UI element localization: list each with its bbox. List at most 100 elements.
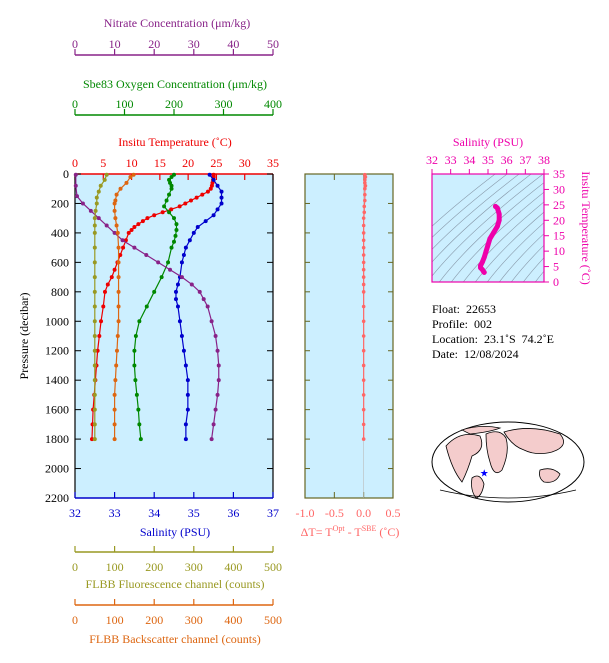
delta-title-mid: - T xyxy=(345,525,363,539)
oxygen-point xyxy=(168,180,173,185)
delta-point xyxy=(363,181,367,185)
ts-y-tick-label: 30 xyxy=(553,182,565,196)
nitrate-tick-label: 0 xyxy=(72,37,78,51)
ts-y-tick-label: 20 xyxy=(553,213,565,227)
nitrate-tick-label: 20 xyxy=(148,37,160,51)
fluorescence-point xyxy=(92,319,97,324)
oxygen-point xyxy=(172,216,176,221)
ts-y-tick-label: 25 xyxy=(553,198,565,212)
salinity-point xyxy=(185,378,190,383)
salinity-tick-label: 34 xyxy=(148,506,160,520)
nitrate-point xyxy=(144,253,149,257)
nitrate-tick-label: 10 xyxy=(109,37,121,51)
delta-tick-label: -1.0 xyxy=(296,506,315,520)
nitrate-point xyxy=(201,297,206,302)
temperature-point xyxy=(112,267,117,272)
map-land xyxy=(445,433,483,483)
nitrate-point xyxy=(88,208,93,213)
ts-x-tick-label: 35 xyxy=(482,153,494,167)
salinity-point xyxy=(185,407,190,412)
temperature-point xyxy=(145,216,150,221)
temperature-tick-label: 20 xyxy=(182,156,194,170)
temperature-point xyxy=(160,210,165,215)
nitrate-point xyxy=(209,319,214,324)
map-land xyxy=(503,428,564,454)
oxygen-point xyxy=(159,275,164,280)
temperature-point xyxy=(194,195,199,200)
ts-x-tick-label: 32 xyxy=(426,153,438,167)
salinity-axis-title: Salinity (PSU) xyxy=(140,525,210,539)
pressure-tick-label: 2200 xyxy=(45,491,69,505)
ts-isopycnal xyxy=(498,233,544,282)
float-info: Float: 22653 Profile: 002 Location: 23.1… xyxy=(432,302,554,362)
ts-isopycnal xyxy=(432,174,544,277)
ts-y-tick-label: 0 xyxy=(553,275,559,289)
delta-point xyxy=(361,282,366,287)
salinity-point xyxy=(211,213,216,218)
ts-salinity-title: Salinity (PSU) xyxy=(453,135,523,149)
temperature-point xyxy=(99,319,104,324)
location: Location: 23.1˚S 74.2˚E xyxy=(432,332,554,346)
fluorescence-tick-label: 200 xyxy=(145,560,163,574)
oxygen-point xyxy=(137,422,142,427)
temperature-point xyxy=(89,437,94,442)
salinity-point xyxy=(211,177,216,182)
backscatter-point xyxy=(124,180,129,185)
oxygen-point xyxy=(172,239,176,244)
oxygen-tick-label: 100 xyxy=(116,97,134,111)
temperature-point xyxy=(132,225,137,230)
temperature-point xyxy=(121,245,126,250)
delta-point xyxy=(361,245,366,250)
salinity-point xyxy=(179,260,184,265)
ts-y-tick-label: 15 xyxy=(553,229,565,243)
nitrate-point xyxy=(215,392,220,397)
fluorescence-point xyxy=(92,437,97,442)
temperature-tick-label: 0 xyxy=(72,156,78,170)
ts-isopycnal xyxy=(540,154,609,292)
backscatter-point xyxy=(112,201,117,206)
oxygen-point xyxy=(169,245,174,250)
temperature-axis-title: Insitu Temperature (˚C) xyxy=(118,135,232,149)
salinity-point xyxy=(215,183,220,188)
nitrate-point xyxy=(216,363,221,368)
oxygen-point xyxy=(138,437,143,442)
ts-isopycnal xyxy=(462,201,544,282)
backscatter-point xyxy=(112,407,117,412)
map-land xyxy=(471,475,485,499)
main-plot-background xyxy=(75,174,273,498)
fluorescence-point xyxy=(92,392,97,397)
temperature-point xyxy=(136,222,141,227)
pressure-tick-label: 1200 xyxy=(45,344,69,358)
ts-x-tick-label: 34 xyxy=(463,153,475,167)
ts-isopycnal xyxy=(486,222,544,282)
salinity-tick-label: 32 xyxy=(69,506,81,520)
backscatter-point xyxy=(116,319,121,324)
salinity-point xyxy=(175,304,180,309)
ts-point xyxy=(496,217,502,223)
salinity-point xyxy=(215,207,220,212)
temperature-point xyxy=(205,189,210,194)
nitrate-point xyxy=(73,172,78,177)
backscatter-tick-label: 500 xyxy=(264,613,282,627)
nitrate-point xyxy=(96,216,101,221)
delta-title-main: ΔT= T xyxy=(301,525,334,539)
oxygen-tick-label: 400 xyxy=(264,97,282,111)
nitrate-point xyxy=(74,194,79,199)
fluorescence-point xyxy=(93,208,98,213)
delta-point xyxy=(361,238,366,243)
backscatter-axis-title: FLBB Backscatter channel (counts) xyxy=(89,632,261,646)
temperature-point xyxy=(177,204,182,209)
backscatter-point xyxy=(112,437,117,442)
salinity-point xyxy=(183,363,188,368)
salinity-tick-label: 37 xyxy=(267,506,279,520)
nitrate-point xyxy=(211,422,216,427)
backscatter-point xyxy=(128,174,133,179)
ts-y-tick-label: 35 xyxy=(553,167,565,181)
float-id: Float: 22653 xyxy=(432,302,497,316)
oxygen-point xyxy=(169,186,174,191)
date: Date: 12/08/2024 xyxy=(432,347,519,361)
temperature-point xyxy=(109,275,114,280)
delta-point xyxy=(361,223,366,228)
fluorescence-point xyxy=(104,172,109,177)
nitrate-point xyxy=(213,407,218,412)
